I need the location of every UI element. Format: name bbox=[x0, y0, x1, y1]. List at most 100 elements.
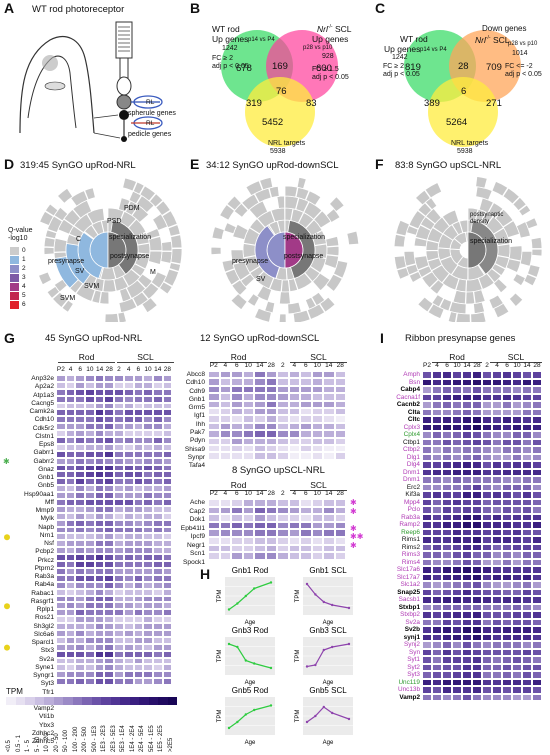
heatmap-cell bbox=[133, 574, 144, 582]
heatmap-cell bbox=[123, 657, 134, 665]
venn-c-nt: 5938 bbox=[457, 148, 473, 155]
heatmap-cell bbox=[94, 650, 105, 658]
venn-c-adj2: adj p < 0.05 bbox=[505, 71, 542, 78]
heatmap-cell bbox=[277, 393, 289, 401]
heatmap-cell bbox=[492, 431, 502, 439]
heatmap-cell bbox=[254, 529, 266, 537]
heatmap-cell bbox=[334, 415, 346, 423]
heatmap-cell bbox=[323, 536, 335, 545]
heatmap-cell bbox=[472, 498, 482, 506]
heatmap-cell bbox=[75, 574, 86, 582]
heatmap-cell bbox=[522, 468, 532, 476]
venn-c-fc2: FC <= -2 bbox=[505, 63, 533, 70]
heatmap-cell bbox=[219, 385, 231, 394]
heatmap-cell bbox=[162, 409, 173, 417]
heatmap-cell bbox=[242, 544, 254, 553]
heatmap-cell bbox=[133, 409, 144, 417]
heatmap-cell bbox=[334, 407, 346, 416]
venn-c-v3: 709 bbox=[486, 62, 502, 73]
column-label: P2 bbox=[209, 362, 218, 369]
sunburst-segment bbox=[61, 299, 74, 313]
heatmap-cell bbox=[452, 618, 462, 626]
heatmap-cell bbox=[133, 623, 144, 630]
heatmap-cell bbox=[482, 453, 492, 461]
heatmap-cell bbox=[532, 498, 542, 506]
heatmap-cell bbox=[133, 375, 144, 382]
heatmap-cell bbox=[123, 450, 134, 458]
heatmap-cell bbox=[512, 633, 522, 641]
gene-label: Nrn1 bbox=[39, 531, 54, 539]
heatmap-cell bbox=[432, 633, 442, 641]
heatmap-cell bbox=[65, 457, 76, 465]
heatmap-cell bbox=[502, 686, 512, 694]
sunburst-segment bbox=[37, 271, 53, 286]
heatmap-cell bbox=[532, 461, 542, 469]
heatmap-cell bbox=[123, 464, 134, 472]
sunburst-segment bbox=[502, 187, 520, 205]
heatmap-cell bbox=[219, 422, 231, 431]
heatmap-cell bbox=[522, 671, 532, 679]
h-plot-title: Gnb3 SCL bbox=[309, 626, 347, 635]
sunburst-segment bbox=[531, 248, 543, 257]
heatmap-cell bbox=[452, 603, 462, 611]
heatmap-cell bbox=[133, 471, 144, 479]
heatmap-cell bbox=[311, 521, 323, 530]
heatmap-cell bbox=[432, 566, 442, 574]
heatmap-cell bbox=[442, 461, 452, 469]
gene-label: Mmp9 bbox=[35, 507, 54, 514]
heatmap-cell bbox=[219, 400, 231, 408]
heatmap-cell bbox=[288, 422, 300, 431]
heatmap-cell bbox=[143, 629, 153, 637]
heatmap-cell bbox=[452, 498, 462, 506]
heatmap-cell bbox=[432, 596, 442, 604]
h-plot-title: Gnb1 Rod bbox=[232, 566, 268, 575]
heatmap-cell bbox=[242, 385, 254, 394]
heatmap-cell bbox=[133, 650, 144, 658]
heatmap-cell bbox=[254, 422, 266, 431]
heatmap-cell bbox=[162, 512, 173, 520]
heatmap-cell bbox=[300, 521, 312, 530]
heatmap-cell bbox=[522, 678, 532, 686]
venn-b-fc2: FC ≥ 1.5 bbox=[312, 66, 339, 73]
heatmap-cell bbox=[472, 603, 482, 611]
heatmap-cell bbox=[462, 648, 472, 656]
heatmap-cell bbox=[452, 558, 462, 566]
heatmap-cell bbox=[152, 623, 163, 630]
heatmap-cell bbox=[462, 686, 472, 694]
heatmap-cell bbox=[133, 636, 144, 644]
tpm-swatch bbox=[63, 697, 73, 705]
heatmap-cell bbox=[75, 623, 86, 630]
gene-label: Vti1b bbox=[38, 713, 54, 721]
heatmap-cell bbox=[65, 588, 76, 596]
heatmap-cell bbox=[231, 422, 243, 431]
gene-label: Dlg4 bbox=[406, 461, 420, 468]
heatmap-cell bbox=[152, 616, 163, 624]
heatmap-cell bbox=[123, 519, 134, 527]
h-plot-title: Gnb5 Rod bbox=[232, 686, 268, 695]
heatmap-cell bbox=[452, 416, 462, 424]
sunburst-segment bbox=[475, 176, 488, 189]
gene-label: Ramp2 bbox=[399, 521, 420, 528]
heatmap-cell bbox=[422, 521, 432, 529]
heatmap-cell bbox=[75, 471, 86, 479]
heatmap-cell bbox=[300, 514, 312, 522]
sunburst-segment bbox=[242, 243, 256, 259]
heatmap-cell bbox=[231, 499, 243, 507]
heatmap-cell bbox=[532, 446, 542, 454]
column-label: 28 bbox=[336, 362, 344, 369]
heatmap-cell bbox=[242, 444, 254, 453]
heatmap-cell bbox=[442, 513, 452, 521]
heatmap-cell bbox=[492, 461, 502, 469]
heatmap-cell bbox=[512, 491, 522, 499]
heatmap-cell bbox=[75, 492, 86, 500]
heatmap-cell bbox=[277, 544, 289, 553]
heatmap-cell bbox=[56, 457, 66, 465]
heatmap-cell bbox=[522, 633, 532, 641]
sunburst-segment bbox=[219, 204, 236, 221]
column-label: 28 bbox=[163, 366, 172, 373]
heatmap-cell bbox=[162, 554, 173, 562]
tpm-swatch bbox=[110, 697, 120, 705]
heatmap-cell bbox=[65, 464, 76, 472]
sunburst-segment bbox=[51, 291, 69, 309]
heatmap-cell bbox=[512, 686, 522, 694]
